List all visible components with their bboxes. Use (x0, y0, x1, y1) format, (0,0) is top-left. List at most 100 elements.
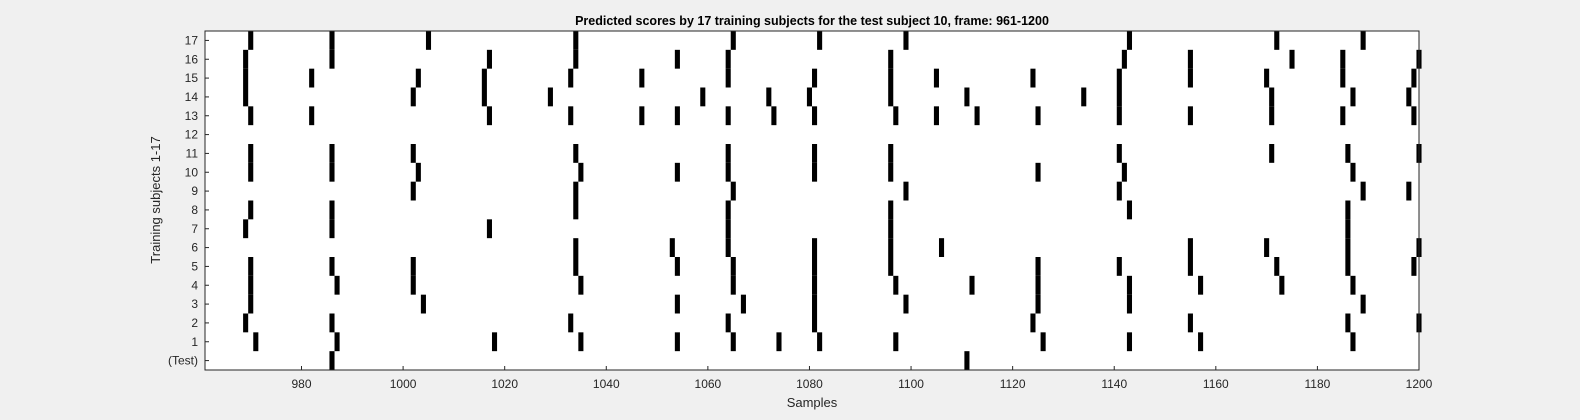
event-mark-row-16-10 (1340, 49, 1346, 69)
event-mark-row-14-1 (410, 87, 416, 107)
event-mark-row-11-7 (1116, 144, 1122, 163)
y-tick-label: 16 (185, 52, 199, 66)
y-tick-label: 15 (185, 71, 199, 85)
event-mark-row-6-0 (573, 238, 579, 257)
event-mark-row-13-10 (933, 106, 939, 126)
event-mark-row-10-10 (1350, 162, 1356, 182)
event-mark-row-9-6 (1406, 181, 1412, 201)
event-mark-row-17-8 (1274, 31, 1280, 50)
event-mark-row-14-7 (888, 87, 894, 107)
event-mark-row-17-0 (248, 31, 254, 50)
y-tick-label: 9 (191, 184, 198, 198)
y-tick-label: 5 (191, 259, 198, 273)
plot-frame (204, 30, 1420, 371)
event-mark-row-1-8 (893, 332, 899, 352)
event-mark-row-11-1 (329, 144, 335, 163)
y-tick-label: 7 (191, 222, 198, 236)
event-mark-row-1-11 (1198, 332, 1204, 352)
x-tick-label: 1180 (1305, 377, 1331, 391)
event-mark-row-15-6 (725, 68, 731, 88)
event-mark-row-1-3 (578, 332, 584, 352)
event-mark-row-1-5 (730, 332, 736, 352)
event-mark-row-14-5 (766, 87, 772, 107)
event-mark-row-17-3 (573, 31, 579, 50)
event-mark-row-9-1 (573, 181, 579, 201)
event-mark-row-8-5 (1126, 200, 1133, 220)
event-mark-row-3-0 (248, 294, 254, 314)
event-mark-row-2-6 (1187, 313, 1193, 333)
event-mark-row-2-4 (812, 313, 818, 333)
event-mark-row-6-7 (1264, 238, 1270, 257)
event-mark-row-14-12 (1350, 87, 1356, 107)
event-mark-row-5-13 (1411, 257, 1417, 276)
event-mark-row-5-10 (1187, 257, 1193, 276)
event-mark-row-1-7 (817, 332, 823, 352)
event-mark-row-2-2 (568, 313, 574, 333)
event-mark-row-10-4 (674, 162, 680, 182)
event-mark-row-3-5 (903, 294, 909, 314)
event-mark-row-1-0 (253, 332, 259, 352)
x-tick-label: 1200 (1406, 377, 1433, 391)
event-mark-row-6-5 (938, 238, 945, 257)
x-tick-label: 1160 (1203, 377, 1229, 391)
event-mark-row-5-12 (1345, 257, 1351, 276)
event-mark-row-1-2 (491, 332, 498, 352)
event-mark-row-13-16 (1340, 106, 1346, 126)
event-mark-row-1-4 (674, 332, 680, 352)
event-mark-row-15-9 (933, 68, 939, 88)
y-tick-label: 17 (185, 33, 199, 47)
y-axis-label: Training subjects 1-17 (148, 136, 163, 263)
event-mark-row-7-0 (243, 219, 249, 239)
event-mark-row-5-2 (410, 257, 416, 276)
y-tick-label: (Test) (168, 354, 198, 368)
event-mark-row-10-5 (725, 162, 731, 182)
event-mark-row-14-11 (1269, 87, 1275, 107)
event-mark-row-5-9 (1116, 257, 1122, 276)
event-mark-row-13-13 (1116, 106, 1122, 126)
event-mark-row-1-6 (776, 332, 782, 352)
event-mark-row-1-1 (334, 332, 340, 352)
event-mark-row-10-6 (812, 162, 818, 182)
x-tick-label: 1120 (1000, 377, 1026, 391)
event-mark-row-13-1 (309, 106, 315, 126)
event-mark-row-2-0 (243, 313, 249, 333)
event-mark-row-11-3 (573, 144, 579, 163)
event-mark-row-9-4 (1116, 181, 1122, 201)
event-mark-row-5-6 (812, 257, 818, 276)
event-mark-row-17-1 (329, 31, 335, 50)
event-mark-row-11-5 (812, 144, 818, 163)
y-tick-label: 10 (185, 165, 199, 179)
event-mark-row-test-0 (329, 351, 335, 370)
event-mark-row-15-14 (1340, 68, 1346, 88)
event-mark-row-10-2 (415, 162, 421, 182)
event-mark-row-17-6 (903, 31, 909, 50)
x-tick-label: 1000 (390, 377, 417, 391)
event-mark-row-14-10 (1116, 87, 1122, 107)
event-mark-row-5-5 (730, 257, 736, 276)
event-mark-row-11-6 (888, 144, 894, 163)
event-mark-row-16-0 (243, 49, 249, 69)
event-mark-row-15-11 (1116, 68, 1122, 88)
y-tick-label: 3 (191, 297, 198, 311)
event-mark-row-6-4 (888, 238, 894, 257)
x-tick-label: 1040 (593, 377, 620, 391)
event-mark-row-17-4 (730, 31, 736, 50)
event-mark-row-14-3 (547, 87, 553, 107)
event-mark-row-13-9 (893, 106, 899, 126)
event-mark-row-5-11 (1274, 257, 1280, 276)
event-mark-row-13-2 (486, 106, 492, 126)
event-mark-row-4-3 (578, 275, 584, 295)
event-mark-row-7-2 (486, 219, 492, 239)
event-mark-row-2-3 (725, 313, 731, 333)
event-mark-row-15-8 (888, 68, 894, 88)
y-tick-label: 8 (191, 203, 198, 217)
y-tick-label: 4 (191, 278, 198, 292)
event-mark-row-3-7 (1126, 294, 1133, 314)
event-mark-row-13-8 (812, 106, 818, 126)
event-mark-row-2-7 (1345, 313, 1351, 333)
event-mark-row-11-9 (1345, 144, 1351, 163)
event-mark-row-6-1 (669, 238, 675, 257)
event-mark-row-8-0 (248, 200, 254, 220)
